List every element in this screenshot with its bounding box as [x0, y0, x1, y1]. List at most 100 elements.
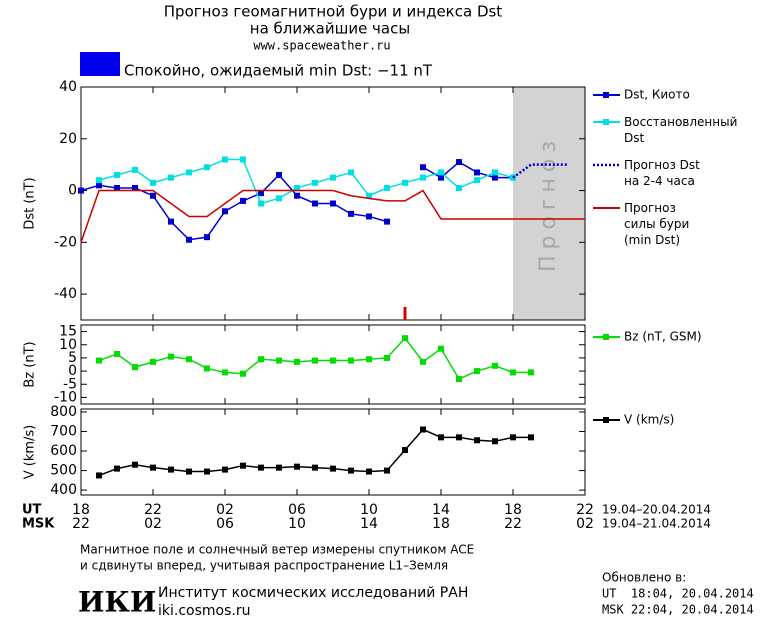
data-point [150, 179, 156, 186]
data-point [348, 357, 354, 364]
data-point [528, 369, 534, 376]
data-point [456, 434, 462, 441]
chart-title: Прогноз геомагнитной бури и индекса Dst [164, 3, 503, 21]
x-tick-label: 02 [216, 502, 234, 518]
data-point [150, 358, 156, 365]
legend-label: Dst, Киото [624, 88, 690, 102]
legend-label: Прогноз Dst на 2-4 часа [624, 158, 700, 188]
x-axis-label: UT [22, 503, 42, 518]
data-point [204, 365, 210, 372]
data-point [204, 234, 210, 241]
data-point [186, 236, 192, 243]
y-axis-label: Bz (nT) [23, 341, 38, 387]
updated-label: Обновлено в: [602, 571, 686, 585]
y-tick-label: 600 [50, 443, 77, 459]
x-tick-label: 06 [288, 502, 306, 518]
data-point [222, 466, 228, 473]
data-point [222, 208, 228, 215]
data-point [366, 356, 372, 363]
legend-marker [603, 119, 609, 125]
data-point [456, 184, 462, 191]
data-point [474, 368, 480, 375]
y-tick-label: 20 [59, 131, 77, 147]
data-point [132, 184, 138, 191]
data-point [312, 200, 318, 207]
logo: ИКИ [78, 586, 156, 619]
updated-msk: MSK 22:04, 20.04.2014 [602, 603, 754, 617]
data-point [348, 210, 354, 217]
data-point [510, 434, 516, 441]
data-point [96, 357, 102, 364]
data-point [240, 156, 246, 163]
data-point [204, 164, 210, 171]
data-point [330, 174, 336, 181]
y-tick-label: 400 [50, 482, 77, 498]
x-tick-label: 18 [504, 502, 522, 518]
y-tick-label: -40 [54, 286, 77, 302]
y-tick-label: 5 [68, 350, 77, 366]
data-point [384, 354, 390, 361]
data-point [384, 467, 390, 474]
y-tick-label: 800 [50, 404, 77, 420]
data-point [150, 464, 156, 471]
chart-subtitle: на ближайшие часы [250, 20, 410, 38]
data-point [330, 357, 336, 364]
data-point [510, 369, 516, 376]
data-point [492, 174, 498, 181]
data-point [168, 218, 174, 225]
x-axis-label: MSK [22, 517, 55, 532]
data-point [456, 159, 462, 166]
data-point [348, 169, 354, 176]
data-point [150, 192, 156, 199]
data-point [294, 192, 300, 199]
data-point [312, 357, 318, 364]
data-point [420, 164, 426, 171]
plot-frame [80, 324, 586, 405]
data-point [294, 358, 300, 365]
data-point [348, 467, 354, 474]
data-point [474, 169, 480, 176]
x-tick-label: 22 [576, 502, 594, 518]
x-tick-label: 10 [288, 516, 306, 532]
data-point [132, 166, 138, 173]
data-point [294, 184, 300, 191]
data-point [402, 447, 408, 454]
series-line [80, 189, 585, 243]
data-point [474, 437, 480, 444]
legend-label: Bz (nT, GSM) [624, 330, 702, 344]
y-tick-label: 0 [68, 363, 77, 379]
y-tick-label: 40 [59, 79, 77, 95]
series-line [512, 163, 567, 179]
y-tick-label: 15 [59, 324, 77, 340]
data-point [420, 174, 426, 181]
x-tick-label: 14 [360, 516, 378, 532]
data-point [492, 438, 498, 445]
x-tick-label: 14 [432, 502, 450, 518]
data-point [420, 358, 426, 365]
data-point [186, 468, 192, 475]
status-box [80, 52, 120, 76]
footer-note: Магнитное поле и солнечный ветер измерен… [80, 543, 474, 557]
data-point [330, 465, 336, 472]
data-point [114, 172, 120, 179]
data-point [492, 169, 498, 176]
data-point [240, 462, 246, 469]
data-point [114, 465, 120, 472]
data-point [312, 464, 318, 471]
data-point [420, 426, 426, 433]
data-point [258, 356, 264, 363]
status-text: Спокойно, ожидаемый min Dst: −11 nT [124, 62, 433, 80]
data-point [186, 356, 192, 363]
data-point [312, 179, 318, 186]
x-date-label: 19.04–20.04.2014 [602, 503, 711, 517]
data-point [402, 335, 408, 342]
data-point [438, 345, 444, 352]
data-point [528, 434, 534, 441]
data-point [456, 375, 462, 382]
data-point [366, 192, 372, 199]
x-date-label: 19.04–21.04.2014 [602, 517, 711, 531]
legend-marker [603, 92, 609, 98]
data-point [438, 174, 444, 181]
forecast-label: Прогноз [536, 135, 561, 272]
x-tick-label: 18 [432, 516, 450, 532]
